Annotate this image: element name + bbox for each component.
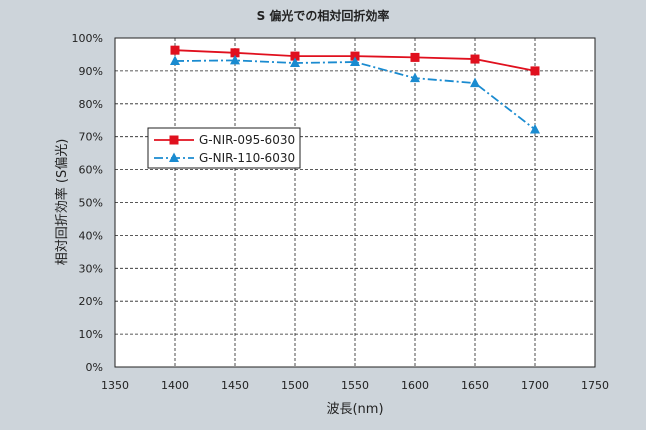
x-tick-label: 1350 <box>101 379 129 392</box>
x-tick-label: 1550 <box>341 379 369 392</box>
legend-marker <box>169 135 179 145</box>
x-tick-label: 1750 <box>581 379 609 392</box>
x-axis-ticks: 1350 1400 1450 1500 1550 1600 1650 1700 1750 <box>101 379 609 392</box>
data-point <box>290 57 300 68</box>
data-point <box>290 51 300 61</box>
y-axis-title: 相対回折効率 (S偏光) <box>54 139 70 266</box>
y-tick-label: 100% <box>72 32 103 45</box>
data-point <box>230 48 240 58</box>
data-point <box>410 72 420 83</box>
data-point <box>350 51 360 61</box>
data-point <box>410 52 420 62</box>
legend-items: G-NIR-095-6030 G-NIR-110-6030 <box>154 133 295 165</box>
x-tick-label: 1500 <box>281 379 309 392</box>
y-axis-ticks: 0% 10% 20% 30% 40% 50% 60% 70% 80% 90% 100% <box>72 32 103 374</box>
x-tick-label: 1650 <box>461 379 489 392</box>
legend-label: G-NIR-095-6030 <box>199 133 295 147</box>
chart-title: S 偏光での相対回折効率 <box>257 8 390 23</box>
y-tick-label: 70% <box>79 131 103 144</box>
y-tick-label: 40% <box>79 229 103 242</box>
x-tick-label: 1450 <box>221 379 249 392</box>
legend: G-NIR-095-6030 G-NIR-110-6030 <box>147 127 301 169</box>
data-point <box>470 54 480 64</box>
x-tick-label: 1700 <box>521 379 549 392</box>
y-tick-label: 50% <box>79 197 103 210</box>
y-tick-label: 0% <box>86 361 103 374</box>
x-tick-label: 1400 <box>161 379 189 392</box>
legend-label: G-NIR-110-6030 <box>199 151 295 165</box>
grid <box>115 38 595 367</box>
data-point <box>470 77 480 88</box>
data-point <box>530 123 540 134</box>
x-tick-label: 1600 <box>401 379 429 392</box>
legend-item: G-NIR-110-6030 <box>154 151 295 165</box>
data-point <box>170 45 180 55</box>
series-layer <box>170 45 540 134</box>
y-tick-label: 30% <box>79 262 103 275</box>
x-axis-title: 波長(nm) <box>326 402 383 417</box>
series-1 <box>170 45 540 76</box>
legend-marker <box>169 152 179 162</box>
y-tick-label: 10% <box>79 328 103 341</box>
series-2 <box>170 54 540 134</box>
data-point <box>530 66 540 76</box>
plot-frame <box>114 37 596 368</box>
y-tick-label: 60% <box>79 164 103 177</box>
y-tick-label: 20% <box>79 295 103 308</box>
data-point <box>170 55 180 66</box>
y-tick-label: 80% <box>79 98 103 111</box>
data-point <box>350 56 360 67</box>
legend-item: G-NIR-095-6030 <box>154 133 295 147</box>
data-point <box>230 54 240 65</box>
y-tick-label: 90% <box>79 65 103 78</box>
